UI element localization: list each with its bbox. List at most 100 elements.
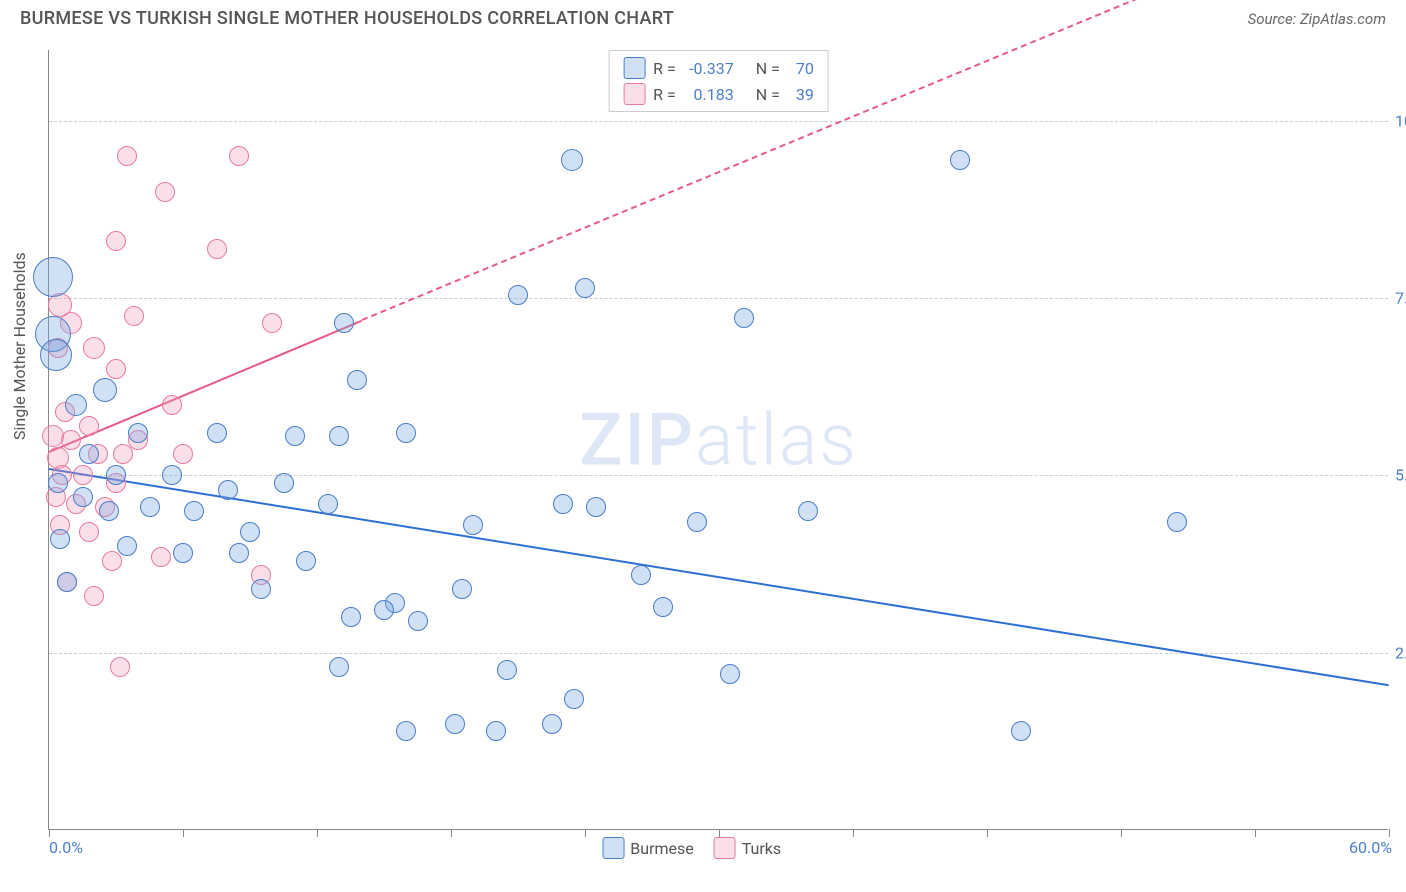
data-point-pink [61, 430, 81, 450]
data-point-blue [687, 512, 707, 532]
data-point-blue [73, 487, 93, 507]
data-point-blue [128, 423, 148, 443]
data-point-blue [33, 257, 73, 297]
data-point-blue [274, 473, 294, 493]
n-value-blue: 70 [788, 59, 814, 78]
data-point-pink [79, 416, 99, 436]
x-tick [451, 829, 452, 837]
correlation-legend: R = -0.337 N = 70 R = 0.183 N = 39 [608, 50, 829, 112]
data-point-blue [347, 370, 367, 390]
x-tick [1121, 829, 1122, 837]
data-point-blue [408, 611, 428, 631]
data-point-blue [396, 423, 416, 443]
legend-item: Burmese [602, 837, 693, 859]
legend-row: R = -0.337 N = 70 [623, 55, 814, 81]
data-point-blue [184, 501, 204, 521]
data-point-pink [83, 337, 105, 359]
data-point-blue [486, 721, 506, 741]
y-axis-label: Single Mother Households [10, 252, 29, 440]
data-point-blue [720, 664, 740, 684]
watermark: ZIPatlas [579, 397, 858, 482]
n-value-pink: 39 [788, 85, 814, 104]
data-point-pink [262, 313, 282, 333]
source-label: Source: ZipAtlas.com [1248, 10, 1386, 28]
data-point-pink [106, 359, 126, 379]
data-point-pink [106, 231, 126, 251]
data-point-blue [117, 536, 137, 556]
chart-container: BURMESE VS TURKISH SINGLE MOTHER HOUSEHO… [0, 0, 1406, 892]
data-point-blue [445, 714, 465, 734]
header: BURMESE VS TURKISH SINGLE MOTHER HOUSEHO… [0, 0, 1406, 37]
data-point-pink [110, 657, 130, 677]
data-point-blue [65, 394, 87, 416]
watermark-zip: ZIP [579, 397, 695, 482]
x-tick [853, 829, 854, 837]
data-point-blue [57, 572, 77, 592]
trend-line [361, 0, 1166, 321]
chart-area: ZIPatlas R = -0.337 N = 70 R = 0.183 N =… [48, 50, 1388, 830]
data-point-pink [151, 547, 171, 567]
data-point-blue [93, 378, 117, 402]
gridline-h [49, 298, 1388, 299]
data-point-blue [173, 543, 193, 563]
x-end-label: 60.0% [1349, 838, 1392, 857]
data-point-blue [48, 473, 68, 493]
x-tick [987, 829, 988, 837]
x-tick [183, 829, 184, 837]
data-point-blue [553, 494, 573, 514]
data-point-blue [374, 600, 394, 620]
data-point-blue [285, 426, 305, 446]
data-point-pink [102, 551, 122, 571]
y-tick-label: 10.0% [1395, 111, 1406, 130]
data-point-blue [140, 497, 160, 517]
x-tick [1255, 829, 1256, 837]
gridline-h [49, 475, 1388, 476]
data-point-blue [251, 579, 271, 599]
data-point-blue [463, 515, 483, 535]
x-end-label: 0.0% [49, 838, 83, 857]
r-value-pink: 0.183 [684, 85, 734, 104]
data-point-pink [229, 146, 249, 166]
chart-title: BURMESE VS TURKISH SINGLE MOTHER HOUSEHO… [20, 8, 674, 29]
data-point-pink [155, 182, 175, 202]
y-tick-label: 5.0% [1395, 466, 1406, 485]
data-point-blue [334, 313, 354, 333]
data-point-pink [84, 586, 104, 606]
data-point-blue [341, 607, 361, 627]
r-value-blue: -0.337 [684, 59, 734, 78]
x-tick [585, 829, 586, 837]
data-point-blue [329, 657, 349, 677]
data-point-blue [329, 426, 349, 446]
data-point-blue [106, 465, 126, 485]
y-tick-label: 7.5% [1395, 289, 1406, 308]
data-point-pink [73, 465, 93, 485]
data-point-blue [79, 444, 99, 464]
data-point-blue [561, 149, 583, 171]
data-point-blue [99, 501, 119, 521]
watermark-atlas: atlas [695, 397, 858, 482]
data-point-blue [798, 501, 818, 521]
swatch-blue [623, 57, 645, 79]
data-point-blue [50, 529, 70, 549]
legend-label: Turks [742, 839, 781, 858]
data-point-blue [318, 494, 338, 514]
legend-label: Burmese [630, 839, 693, 858]
x-tick [49, 829, 50, 837]
swatch-pink [623, 83, 645, 105]
n-label: N = [756, 59, 780, 78]
data-point-pink [173, 444, 193, 464]
data-point-blue [396, 721, 416, 741]
trend-line [49, 468, 1389, 686]
data-point-blue [542, 714, 562, 734]
data-point-blue [497, 660, 517, 680]
data-point-blue [631, 565, 651, 585]
data-point-blue [207, 423, 227, 443]
data-point-blue [586, 497, 606, 517]
data-point-pink [124, 306, 144, 326]
data-point-blue [950, 150, 970, 170]
legend-row: R = 0.183 N = 39 [623, 81, 814, 107]
swatch-pink [714, 837, 736, 859]
series-legend: Burmese Turks [602, 837, 781, 859]
data-point-blue [734, 308, 754, 328]
data-point-blue [1167, 512, 1187, 532]
